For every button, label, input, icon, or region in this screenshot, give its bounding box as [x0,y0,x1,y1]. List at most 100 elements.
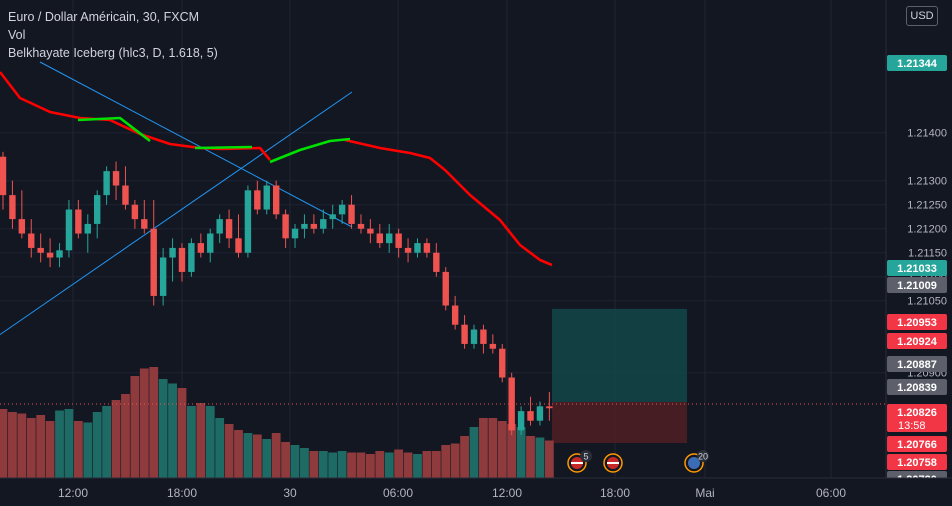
candle-body [320,219,327,229]
price-label: 1.21344 [887,55,947,71]
volume-bar [469,427,479,478]
candle-body [94,195,101,224]
volume-bar [544,440,554,478]
price-label-text: 1.21033 [897,263,937,275]
candle-body [178,247,186,272]
candle-body [310,223,318,229]
take-profit-zone [552,308,687,402]
time-tick-label: 12:00 [58,486,88,500]
volume-bar [441,445,451,478]
candle-body [141,219,148,229]
volume-bar [290,445,300,478]
volume-bar [36,415,46,478]
volume-bar [205,406,215,478]
countdown-text: 13:58 [898,420,926,432]
candle-body [37,247,44,253]
event-count-badge [580,450,592,462]
price-label-text: 1.20758 [897,457,937,469]
candle-body [546,406,553,409]
volume-bar [488,418,498,478]
candle-body [225,219,233,239]
candle-body [235,238,242,253]
currency-button[interactable]: USD [906,6,938,26]
price-label: 1.20953 [887,314,947,330]
candle-body [301,223,308,229]
economic-events[interactable]: 5 20 [567,450,709,473]
candle-body [414,243,421,253]
volume-bar [0,409,8,478]
iceberg-indicator-label[interactable]: Belkhayate Iceberg (hlc3, D, 1.618, 5) [8,46,218,60]
candle-body [272,185,280,215]
candles [0,151,553,436]
price-label-text: 1.21344 [897,58,938,70]
volume-bar [309,451,319,478]
price-label-text: 1.20887 [897,359,937,371]
candle-body [159,257,167,296]
candle-body [357,223,365,229]
candle-body [386,233,393,244]
volume-bar [234,430,243,478]
volume-bar [130,376,140,478]
candle-body [103,171,110,196]
candle-body [470,329,478,344]
candle-body [150,228,157,296]
us-flag-icon[interactable]: 5 [567,450,592,473]
symbol-title[interactable]: Euro / Dollar Américain, 30, FXCM [8,10,200,24]
volume-indicator-label[interactable]: Vol [8,28,26,42]
price-label-bg [887,379,947,395]
volume-bar [516,427,526,478]
candle-body [9,195,16,220]
price-label-bg [887,260,947,276]
iceberg-line-green [194,145,253,150]
candle-body [84,223,91,234]
candle-body [65,209,73,251]
price-label: 1.21033 [887,260,947,276]
volume-bar [252,434,262,478]
volume-bar [111,400,121,478]
us-flag-icon[interactable] [603,453,623,473]
volume-bar [394,449,404,478]
candle-body [508,377,515,431]
price-label-bg [887,277,947,293]
volume-bar [224,424,234,478]
time-tick-label: 30 [283,486,297,500]
price-tick-label: 1.21300 [907,176,947,188]
trend-line-up [0,91,353,336]
flag-stripe [571,462,583,464]
candle-body [489,343,497,349]
price-label-text: 1.20924 [897,336,938,348]
globe-icon[interactable]: 20 [684,450,709,473]
candle-body [480,329,487,344]
candle-body [28,233,35,248]
iceberg-line-green [77,116,151,143]
candle-body [433,252,440,272]
time-axis[interactable] [0,478,952,506]
event-fill [688,457,700,469]
price-label: 1.20924 [887,333,947,349]
candle-body [348,204,355,224]
volume-bar [92,412,102,478]
candle-body [536,406,544,421]
volume-bar [121,394,130,478]
candle-body [112,171,120,186]
volume-bar [365,454,375,478]
candle-body [131,204,139,220]
candle-body [527,411,534,421]
candle-body [376,233,383,244]
candle-body [499,348,506,378]
price-labels: 1.21344 1.21033 1.21009 1.20953 1.20924 1.208… [887,55,947,487]
trend-lines[interactable] [0,61,353,338]
volume-bar [526,436,535,478]
candle-body [188,243,195,272]
candle-body [367,228,374,234]
volume-bar [149,367,159,478]
price-tick-label: 1.21150 [908,248,947,260]
iceberg-indicator-line [0,71,553,267]
volume-bar [347,452,356,478]
price-label: 1.20758 [887,454,947,470]
volume-bar [8,412,17,478]
chart-legend: Euro / Dollar Américain, 30, FXCM Vol Be… [8,8,218,62]
candle-body [282,214,289,239]
long-position-tool[interactable] [552,308,687,444]
